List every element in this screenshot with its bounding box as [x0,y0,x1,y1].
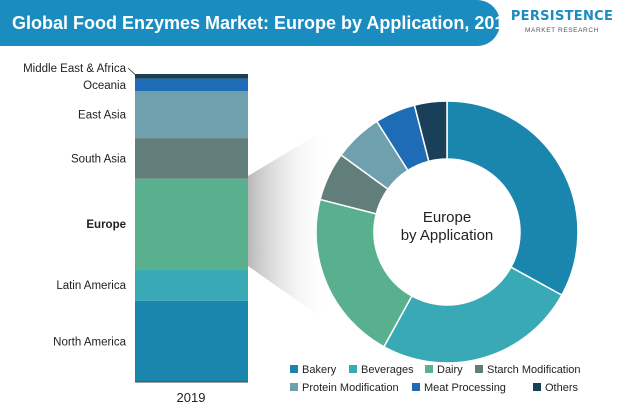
region-label-south-asia: South Asia [71,153,127,165]
legend-swatch-starch-modification [475,365,483,373]
brand-logo: PERSISTENCE MARKET RESEARCH [508,8,616,42]
legend-label-bakery: Bakery [302,364,337,376]
donut-slice-dairy [315,198,413,348]
legend-label-others: Others [545,382,579,394]
logo-sub-text: MARKET RESEARCH [525,27,599,34]
stack-segment-oceania [135,78,248,92]
region-leader-middle-east-and-africa [127,67,138,77]
year-label: 2019 [177,390,206,405]
legend-label-beverages: Beverages [361,364,414,376]
legend-swatch-dairy [425,365,433,373]
donut-center-line2: by Application [401,227,494,244]
logo-main-text: PERSISTENCE [510,9,614,24]
region-label-middle-east-and-africa: Middle East & Africa [23,63,127,75]
region-label-east-asia: East Asia [78,110,127,122]
region-label-north-america: North America [53,336,126,348]
europe-connector [248,130,325,320]
legend-swatch-protein-modification [290,383,298,391]
stack-segment-east-asia [135,91,248,139]
legend-swatch-beverages [349,365,357,373]
stack-segment-north-america [135,300,248,382]
chart-title: Global Food Enzymes Market: Europe by Ap… [12,13,515,33]
stack-segment-latin-america [135,269,248,301]
donut-center-line1: Europe [423,209,471,226]
legend-label-starch-modification: Starch Modification [487,364,581,376]
legend-label-meat-processing: Meat Processing [424,382,506,394]
donut-slice-beverages [382,266,563,364]
donut-slice-others [413,100,448,163]
region-label-latin-america: Latin America [56,280,126,292]
stack-segment-south-asia [135,138,248,179]
region-label-oceania: Oceania [83,80,126,92]
legend-label-protein-modification: Protein Modification [302,382,399,394]
region-label-europe: Europe [86,219,126,231]
legend-swatch-meat-processing [412,383,420,391]
legend-label-dairy: Dairy [437,364,463,376]
legend-swatch-others [533,383,541,391]
donut-slice-bakery [446,100,579,297]
stack-segment-middle-east-and-africa [135,74,248,79]
stack-segment-europe [135,178,248,270]
title-bar: Global Food Enzymes Market: Europe by Ap… [0,0,514,46]
legend-swatch-bakery [290,365,298,373]
legend: Bakery Beverages Dairy Starch Modificati… [290,364,581,394]
